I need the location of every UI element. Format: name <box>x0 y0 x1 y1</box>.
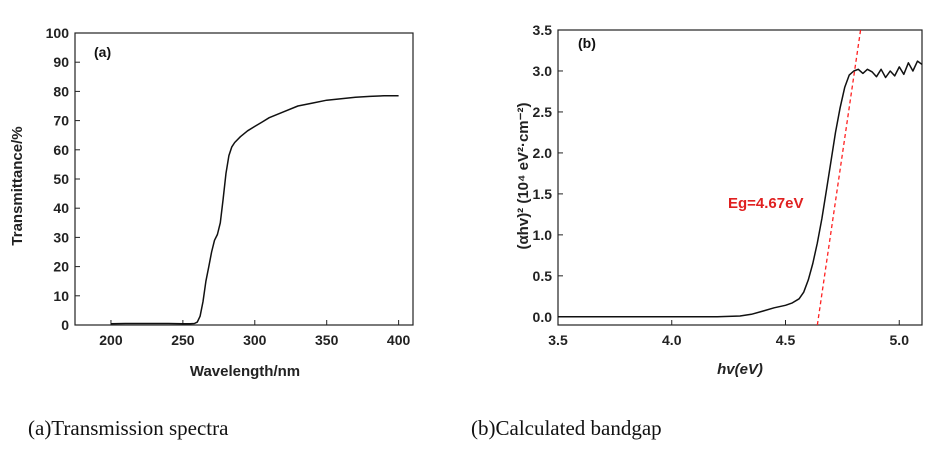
panel-b-x-tick-label: 4.0 <box>662 332 682 348</box>
panel-b-y-tick-label: 2.5 <box>533 104 553 120</box>
panel-b-y-tick-label: 0.5 <box>533 268 553 284</box>
panel-a-plot-frame <box>74 32 414 326</box>
caption-b: (b)Calculated bandgap <box>471 416 662 440</box>
panel-b-y-axis-title: (αhv)² (10⁴ eV²·cm⁻²) <box>515 102 532 249</box>
panel-b-y-tick-label: 0.0 <box>533 309 553 325</box>
panel-a-y-tick-label: 70 <box>53 113 69 129</box>
panel-a-y-tick-label: 80 <box>53 83 69 99</box>
panel-a-x-tick-label: 300 <box>243 332 267 348</box>
panel-b-x-axis-title: hv(eV) <box>717 361 763 378</box>
caption-a: (a)Transmission spectra <box>28 416 229 440</box>
panel-a-series-line <box>110 95 399 325</box>
panel-b-y-tick-label: 1.5 <box>533 186 553 202</box>
panel-a-x-tick-label: 400 <box>387 332 411 348</box>
panel-a-y-axis-title: Transmittance/% <box>9 126 26 245</box>
panel-a-x-tick-label: 200 <box>99 332 123 348</box>
panel-b-y-tick-label: 2.0 <box>533 145 553 161</box>
panel-a-y-tick-label: 30 <box>53 229 69 245</box>
panel-a-x-tick-label: 250 <box>171 332 195 348</box>
panel-b-plot-frame <box>557 29 923 326</box>
panel-a-y-tick-label: 90 <box>53 54 69 70</box>
bandgap-annotation: Eg=4.67eV <box>728 195 803 212</box>
panel-a-y-tick-label: 0 <box>61 317 69 333</box>
panel-b-label: (b) <box>578 35 596 51</box>
panel-b-x-tick-label: 3.5 <box>548 332 568 348</box>
panel-b-y-tick-label: 3.0 <box>533 63 553 79</box>
panel-a-y-tick-label: 100 <box>46 25 70 41</box>
panel-b-x-tick-label: 4.5 <box>776 332 796 348</box>
panel-b-x-tick-label: 5.0 <box>890 332 910 348</box>
panel-b-linear-fit-line <box>816 30 862 325</box>
panel-b-y-tick-label: 3.5 <box>533 22 553 38</box>
panel-b-y-tick-label: 1.0 <box>533 227 553 243</box>
panel-b-series-line <box>558 60 922 318</box>
panel-a-x-axis-title: Wavelength/nm <box>190 363 300 380</box>
panel-b-bandgap-chart: (αhv)² (10⁴ eV²·cm⁻²) hv(eV) (b) Eg=4.67… <box>515 22 923 378</box>
panel-a-label: (a) <box>94 44 111 60</box>
panel-a-y-tick-label: 60 <box>53 142 69 158</box>
panel-a-y-tick-label: 40 <box>53 200 69 216</box>
panel-a-y-tick-label: 50 <box>53 171 69 187</box>
panel-a-y-tick-label: 20 <box>53 259 69 275</box>
panel-a-transmittance-chart: Transmittance/% Wavelength/nm (a) 200 250… <box>9 25 414 380</box>
panel-a-y-tick-label: 10 <box>53 288 69 304</box>
panel-a-x-tick-label: 350 <box>315 332 339 348</box>
figure: Transmittance/% Wavelength/nm (a) 200 250… <box>9 22 923 380</box>
